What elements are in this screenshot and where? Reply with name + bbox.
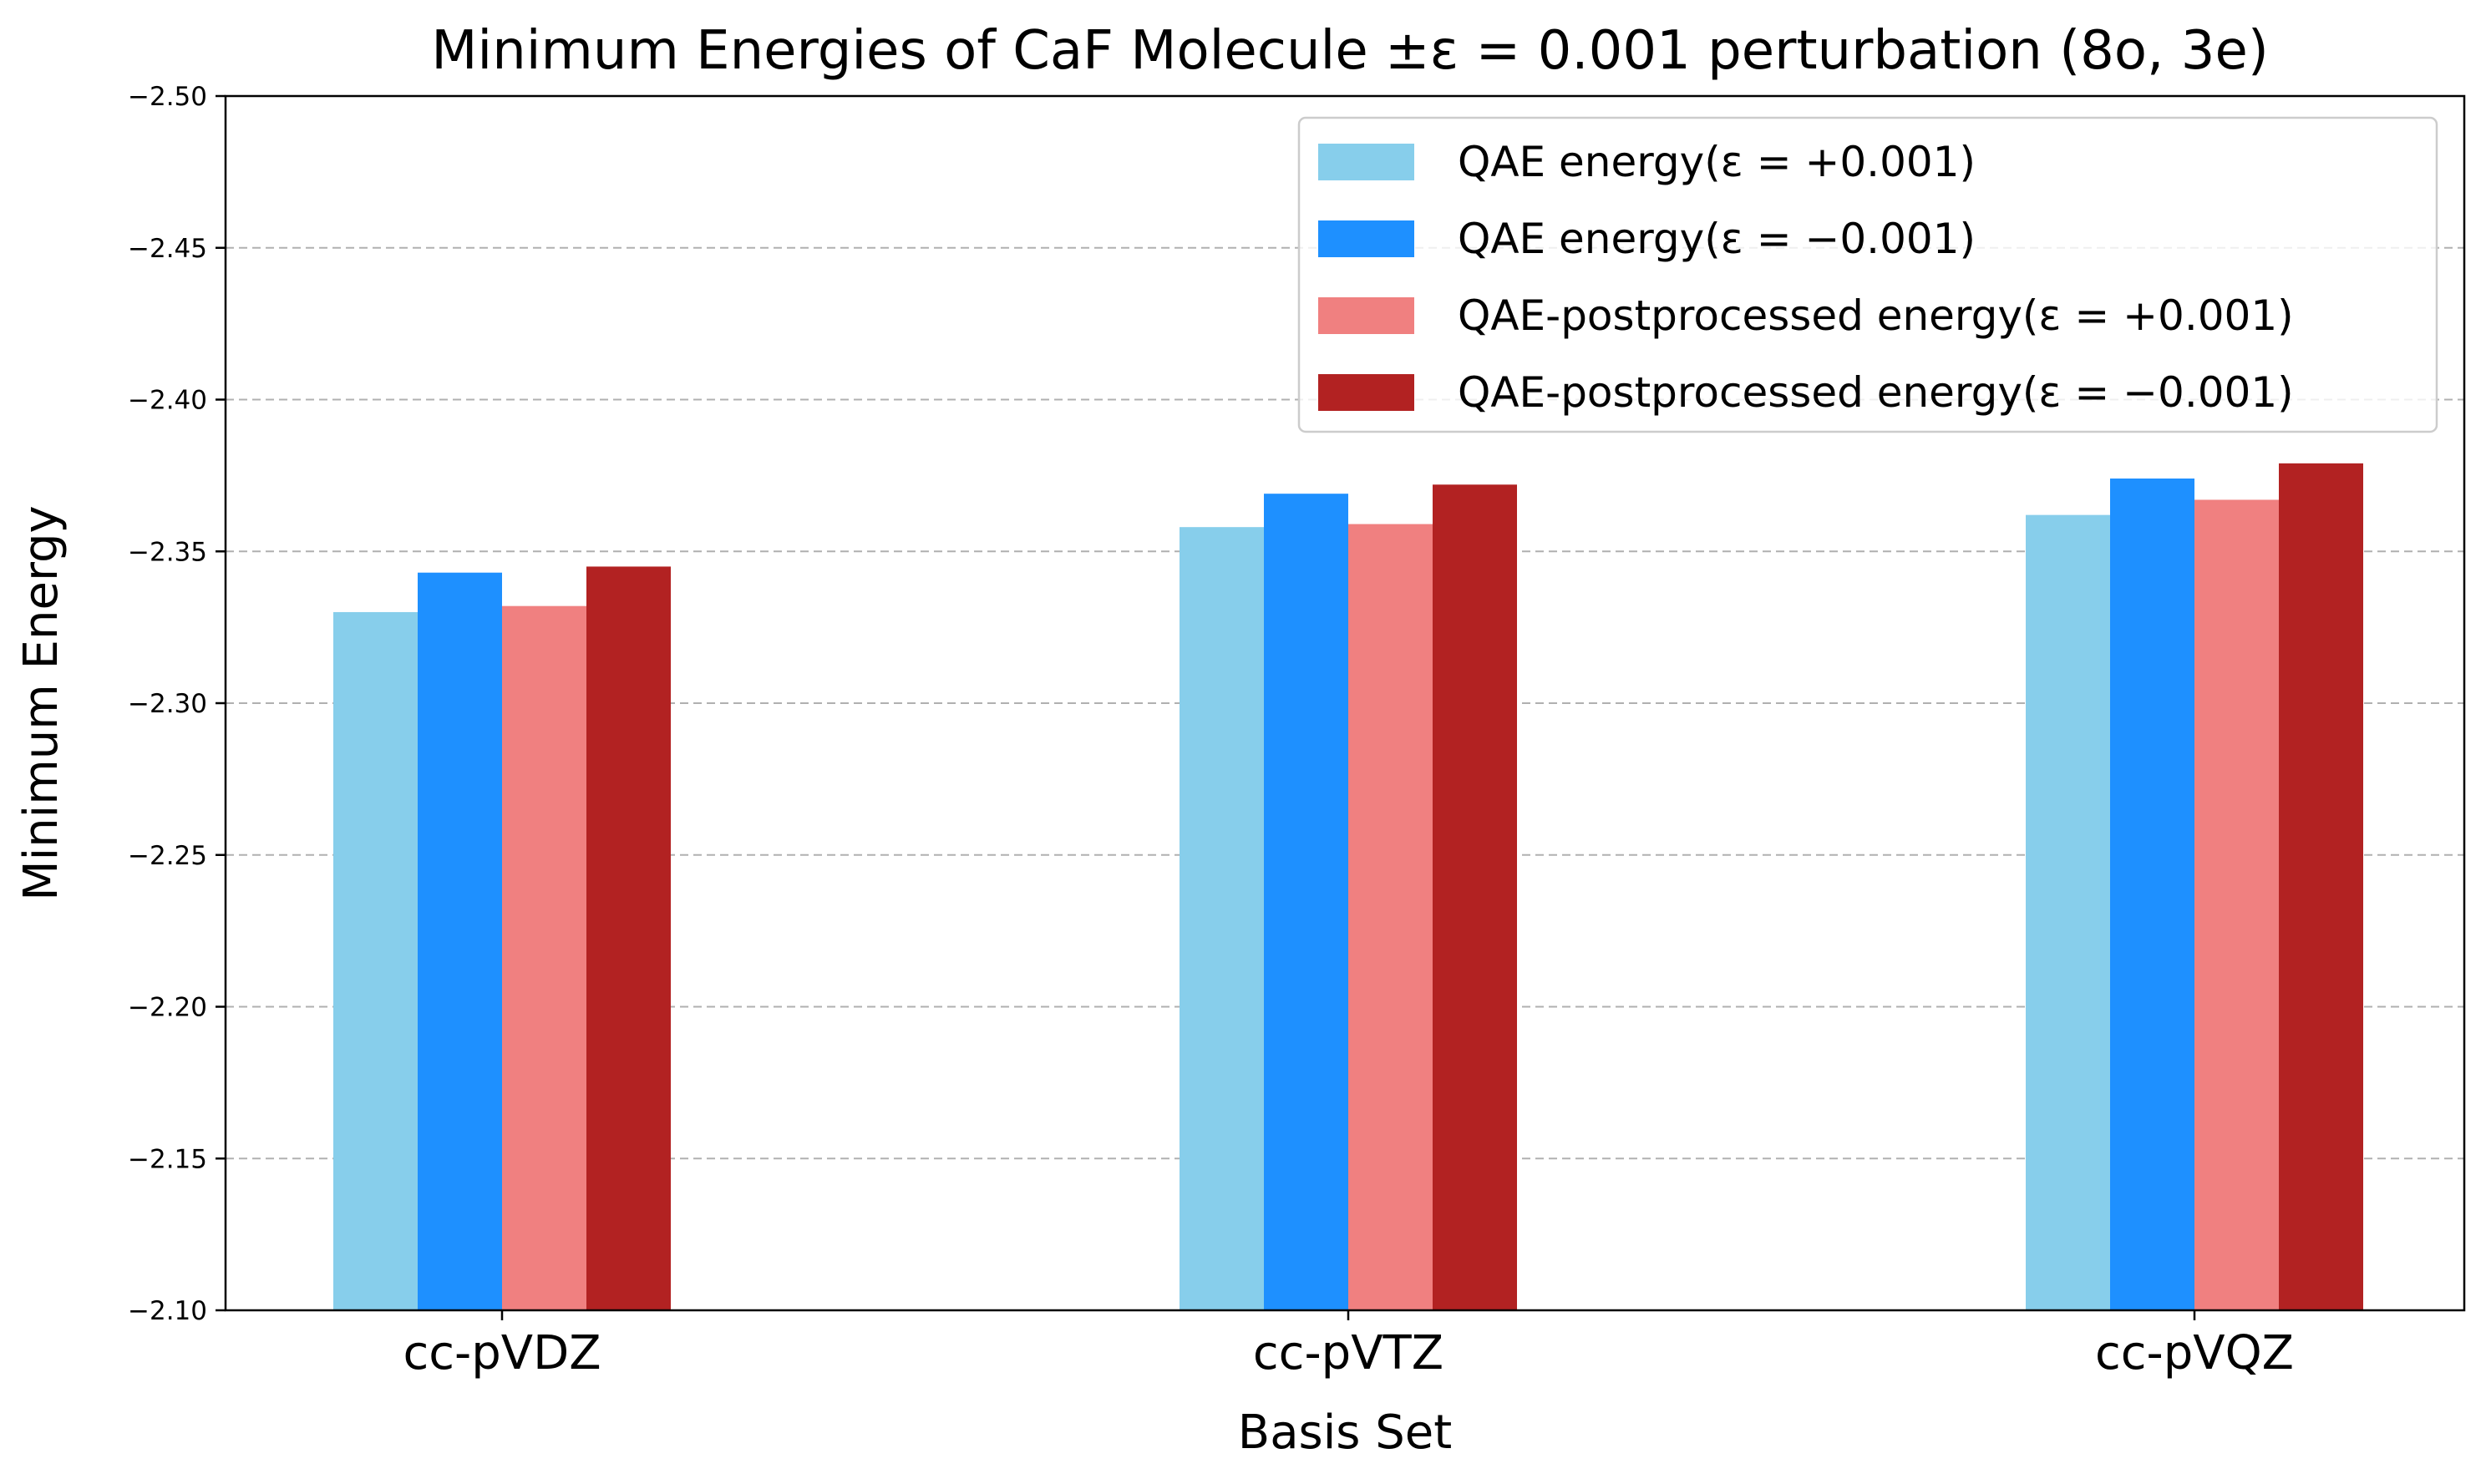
bar-cc-pVDZ-series-4 <box>586 566 671 1310</box>
x-tick-label: cc-pVDZ <box>403 1326 601 1380</box>
legend-swatch <box>1318 220 1414 257</box>
x-tick-label: cc-pVQZ <box>2095 1326 2294 1380</box>
y-axis-label: Minimum Energy <box>14 505 68 900</box>
bars-layer <box>333 463 2363 1310</box>
legend-label: QAE-postprocessed energy(ε = −0.001) <box>1458 368 2294 417</box>
legend-label: QAE energy(ε = +0.001) <box>1458 138 1976 186</box>
y-tick-label: −2.50 <box>128 82 207 112</box>
bar-cc-pVDZ-series-2 <box>418 572 502 1310</box>
x-axis-label: Basis Set <box>1238 1405 1452 1460</box>
y-tick-label: −2.30 <box>128 689 207 719</box>
bar-cc-pVQZ-series-3 <box>2194 499 2279 1310</box>
bar-cc-pVQZ-series-4 <box>2279 463 2363 1310</box>
legend-label: QAE energy(ε = −0.001) <box>1458 215 1976 263</box>
y-tick-label: −2.25 <box>128 841 207 871</box>
legend-entries: QAE energy(ε = +0.001) QAE energy(ε = −0.… <box>1318 138 2294 417</box>
chart-title: Minimum Energies of CaF Molecule ±ε = 0.… <box>431 20 2269 82</box>
bar-cc-pVTZ-series-4 <box>1433 484 1517 1310</box>
y-axis: −2.50 −2.45 −2.40 −2.35 −2.30 −2.25 −2.20 −2.15… <box>128 82 226 1326</box>
legend-label: QAE-postprocessed energy(ε = +0.001) <box>1458 291 2294 340</box>
legend-frame <box>1297 116 2438 433</box>
legend-swatch <box>1318 374 1414 411</box>
y-tick-label: −2.35 <box>128 537 207 567</box>
bar-cc-pVTZ-series-3 <box>1348 524 1433 1310</box>
y-tick-label: −2.45 <box>128 234 207 264</box>
legend-swatch <box>1318 297 1414 334</box>
y-tick-label: −2.20 <box>128 993 207 1023</box>
x-axis: cc-pVDZ cc-pVTZ cc-pVQZ <box>403 1310 2294 1380</box>
legend: QAE energy(ε = +0.001) QAE energy(ε = −0.… <box>1297 116 2438 433</box>
bar-cc-pVQZ-series-1 <box>2026 514 2110 1310</box>
bar-cc-pVTZ-series-1 <box>1180 527 1264 1310</box>
y-tick-label: −2.10 <box>128 1296 207 1326</box>
x-tick-label: cc-pVTZ <box>1253 1326 1443 1380</box>
bar-cc-pVQZ-series-2 <box>2110 479 2194 1310</box>
bar-cc-pVDZ-series-1 <box>333 611 418 1310</box>
bar-cc-pVTZ-series-2 <box>1264 494 1348 1310</box>
legend-swatch <box>1318 144 1414 180</box>
y-tick-label: −2.40 <box>128 386 207 416</box>
y-tick-label: −2.15 <box>128 1144 207 1174</box>
bar-cc-pVDZ-series-3 <box>502 605 586 1310</box>
